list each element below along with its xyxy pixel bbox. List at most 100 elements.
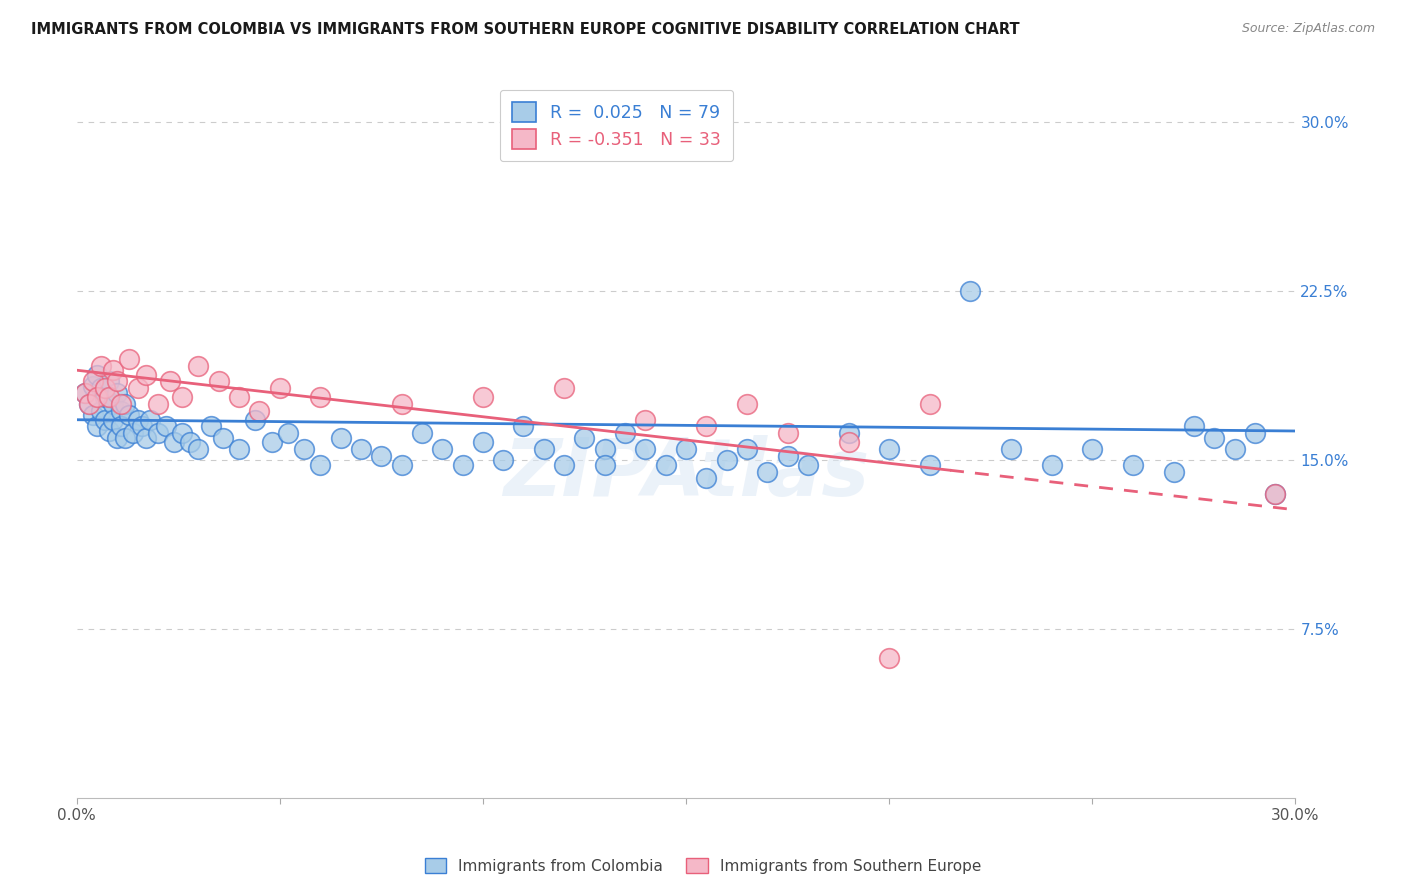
Point: [432, 442, 454, 456]
Point: [146, 397, 169, 411]
Point: [105, 431, 128, 445]
Point: [90, 403, 112, 417]
Point: [553, 458, 575, 472]
Point: [155, 419, 177, 434]
Point: [82, 375, 104, 389]
Point: [838, 426, 860, 441]
Point: [1264, 487, 1286, 501]
Point: [756, 465, 779, 479]
Point: [292, 442, 315, 456]
Point: [110, 419, 132, 434]
Point: [329, 431, 352, 445]
Point: [105, 385, 128, 400]
Point: [634, 413, 657, 427]
Point: [98, 424, 121, 438]
Point: [110, 397, 132, 411]
Point: [309, 458, 332, 472]
Point: [675, 442, 697, 456]
Point: [114, 397, 136, 411]
Point: [370, 449, 392, 463]
Point: [471, 390, 494, 404]
Point: [391, 397, 413, 411]
Point: [277, 426, 299, 441]
Text: IMMIGRANTS FROM COLOMBIA VS IMMIGRANTS FROM SOUTHERN EUROPE COGNITIVE DISABILITY: IMMIGRANTS FROM COLOMBIA VS IMMIGRANTS F…: [31, 22, 1019, 37]
Point: [86, 419, 108, 434]
Point: [94, 390, 117, 404]
Point: [118, 409, 141, 423]
Point: [391, 458, 413, 472]
Point: [695, 419, 717, 434]
Point: [179, 435, 201, 450]
Point: [110, 403, 132, 417]
Point: [105, 375, 128, 389]
Point: [228, 390, 250, 404]
Point: [838, 435, 860, 450]
Point: [114, 431, 136, 445]
Point: [533, 442, 555, 456]
Point: [735, 397, 758, 411]
Point: [877, 442, 900, 456]
Point: [411, 426, 433, 441]
Point: [350, 442, 373, 456]
Point: [82, 409, 104, 423]
Point: [553, 381, 575, 395]
Point: [101, 363, 124, 377]
Point: [574, 431, 596, 445]
Point: [73, 385, 96, 400]
Point: [593, 442, 616, 456]
Point: [208, 375, 231, 389]
Point: [269, 381, 291, 395]
Point: [94, 413, 117, 427]
Point: [86, 390, 108, 404]
Point: [260, 435, 283, 450]
Point: [172, 390, 194, 404]
Point: [146, 426, 169, 441]
Point: [211, 431, 233, 445]
Point: [634, 442, 657, 456]
Point: [593, 458, 616, 472]
Point: [1163, 465, 1185, 479]
Point: [1000, 442, 1022, 456]
Point: [492, 453, 515, 467]
Point: [187, 442, 209, 456]
Point: [716, 453, 738, 467]
Point: [309, 390, 332, 404]
Point: [131, 419, 153, 434]
Point: [73, 385, 96, 400]
Point: [187, 359, 209, 373]
Point: [797, 458, 820, 472]
Point: [90, 381, 112, 395]
Point: [82, 379, 104, 393]
Point: [654, 458, 676, 472]
Point: [247, 403, 270, 417]
Point: [1182, 419, 1205, 434]
Point: [1264, 487, 1286, 501]
Point: [127, 381, 149, 395]
Point: [127, 413, 149, 427]
Point: [1243, 426, 1265, 441]
Point: [135, 431, 157, 445]
Point: [86, 368, 108, 382]
Point: [1223, 442, 1246, 456]
Point: [735, 442, 758, 456]
Point: [1081, 442, 1104, 456]
Point: [1040, 458, 1063, 472]
Point: [101, 413, 124, 427]
Point: [776, 426, 799, 441]
Point: [695, 471, 717, 485]
Point: [776, 449, 799, 463]
Point: [959, 285, 981, 299]
Point: [98, 375, 121, 389]
Point: [614, 426, 637, 441]
Point: [135, 368, 157, 382]
Point: [471, 435, 494, 450]
Legend: R =  0.025   N = 79, R = -0.351   N = 33: R = 0.025 N = 79, R = -0.351 N = 33: [499, 90, 733, 161]
Point: [101, 397, 124, 411]
Point: [77, 397, 100, 411]
Point: [94, 381, 117, 395]
Point: [1122, 458, 1144, 472]
Point: [512, 419, 534, 434]
Point: [451, 458, 474, 472]
Point: [90, 359, 112, 373]
Point: [918, 397, 941, 411]
